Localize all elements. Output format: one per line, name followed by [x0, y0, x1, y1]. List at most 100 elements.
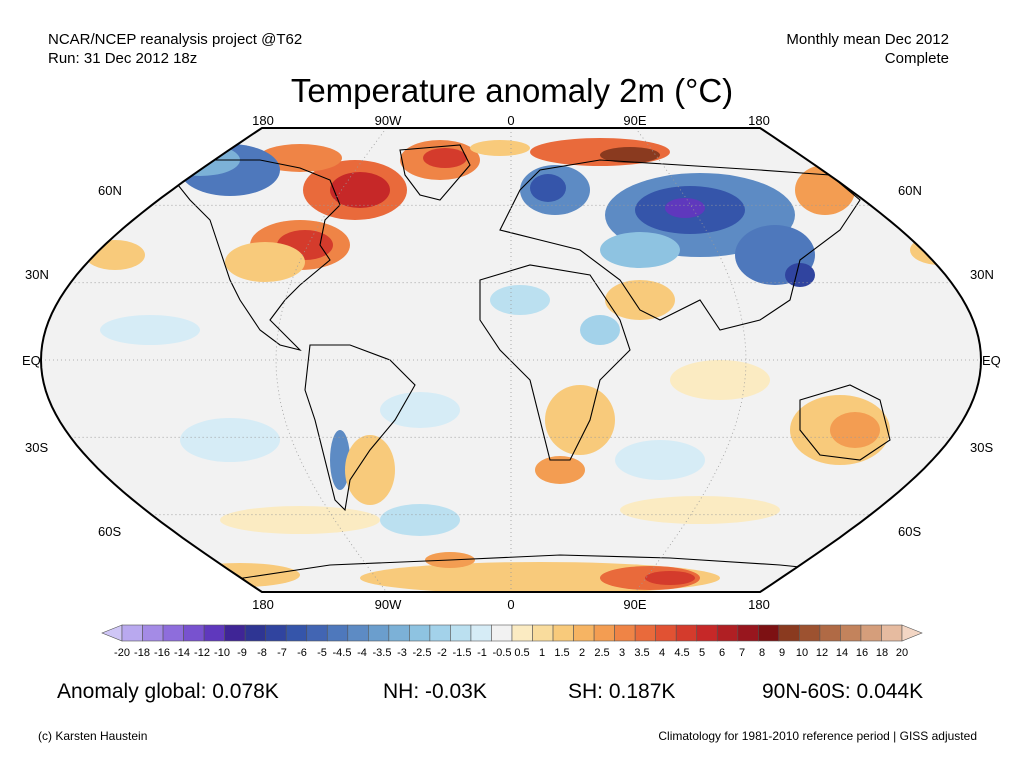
anomaly-patch — [423, 148, 467, 168]
colorbar-cell — [203, 624, 225, 642]
lon-label-bottom: 90E — [623, 597, 647, 612]
coastlines — [169, 144, 891, 581]
lat-label-left: 30N — [25, 267, 49, 282]
lon-label-top: 90W — [374, 113, 402, 128]
colorbar-tick-label: 5 — [699, 647, 705, 659]
colorbar-tick-label: -9 — [237, 647, 247, 659]
anomaly-patch — [330, 172, 390, 208]
colorbar-tick-label: 10 — [796, 647, 808, 659]
anomaly-patch — [380, 504, 460, 536]
lon-label-top: 180 — [748, 113, 770, 128]
lat-label-right: 60S — [898, 524, 922, 539]
colorbar-tick-label: -7 — [277, 647, 287, 659]
colorbar-cell — [285, 624, 308, 642]
colorbar-cell — [347, 624, 369, 642]
colorbar-cell — [840, 624, 862, 642]
colorbar-tick-label: -14 — [174, 647, 190, 659]
colorbar-cell — [778, 624, 800, 642]
anomaly-patch — [530, 174, 566, 202]
colorbar-tick-label: -4.5 — [333, 647, 352, 659]
anomaly-patch — [535, 456, 585, 484]
colorbar-cell — [675, 624, 698, 642]
colorbar-tick-label: -18 — [134, 647, 150, 659]
header-period: Monthly mean Dec 2012 Complete — [786, 30, 949, 68]
anomaly-patch — [330, 430, 350, 490]
colorbar-tick-label: 1.5 — [554, 647, 569, 659]
colorbar-tick-label: -2 — [437, 647, 447, 659]
anomaly-patch — [615, 440, 705, 480]
colorbar-tick-label: -1.5 — [453, 647, 472, 659]
anomaly-patch — [100, 315, 200, 345]
colorbar-cell — [183, 624, 205, 642]
header-source: NCAR/NCEP reanalysis project @T62 Run: 3… — [48, 30, 302, 68]
colorbar-tick-label: -5 — [317, 647, 327, 659]
colorbar-tick-label: -16 — [154, 647, 170, 659]
anomaly-patch — [380, 392, 460, 428]
lon-label-bottom: 180 — [748, 597, 770, 612]
anomaly-patch — [605, 280, 675, 320]
anomaly-patch — [665, 198, 705, 218]
map-title: Temperature anomaly 2m (°C) — [290, 72, 734, 109]
map-border — [39, 127, 983, 593]
lat-label-right: 30S — [970, 440, 994, 455]
colorbar-cell — [409, 624, 431, 642]
lat-label-right: EQ — [982, 353, 1001, 368]
copyright: (c) Karsten Haustein — [38, 729, 148, 743]
colorbar-cell — [532, 624, 554, 642]
colorbar-tick-label: -0.5 — [493, 647, 512, 659]
colorbar-cell — [162, 624, 184, 642]
colorbar-tick-label: -2.5 — [413, 647, 432, 659]
anomaly-patch — [470, 140, 530, 156]
anomaly-patch — [600, 147, 660, 163]
colorbar-cell — [450, 624, 472, 642]
colorbar-tick-label: 8 — [759, 647, 765, 659]
anomaly-patch — [180, 418, 280, 462]
colorbar-cell — [511, 624, 533, 642]
colorbar-cell — [593, 624, 615, 642]
colorbar-cell — [758, 624, 780, 642]
colorbar-tick-label: -12 — [194, 647, 210, 659]
colorbar-cell — [326, 624, 349, 642]
colorbar-cell — [819, 624, 841, 642]
colorbar-cell — [470, 624, 492, 642]
anomaly-patch — [580, 315, 620, 345]
status-line: Complete — [884, 50, 949, 67]
lat-label-left: 30S — [25, 440, 49, 455]
colorbar-tick-label: 3.5 — [634, 647, 649, 659]
colorbar-cell — [121, 624, 143, 642]
colorbar-cell — [429, 624, 451, 642]
period-line: Monthly mean Dec 2012 — [786, 31, 949, 48]
colorbar-tick-label: -4 — [357, 647, 367, 659]
colorbar-max-triangle — [901, 624, 923, 642]
lon-label-top: 0 — [507, 113, 515, 128]
colorbar-cell — [552, 624, 574, 642]
anomaly-patch — [225, 242, 305, 282]
colorbar-tick-label: 6 — [719, 647, 725, 659]
anomaly-patch — [220, 506, 380, 534]
graticule-meridian — [635, 128, 747, 592]
colorbar-tick-label: 2 — [579, 647, 585, 659]
colorbar-tick-label: 9 — [779, 647, 785, 659]
colorbar-cell — [655, 624, 677, 642]
graticule — [41, 128, 981, 592]
anomaly-patch — [620, 496, 780, 524]
colorbar-tick-label: 14 — [836, 647, 848, 659]
lat-label-left: 60N — [98, 183, 122, 198]
colorbar-cell — [224, 624, 246, 642]
anomaly-patch — [670, 360, 770, 400]
nh-anomaly: NH: -0.03K — [383, 680, 487, 703]
lat-label-right: 30N — [970, 267, 994, 282]
lon-label-bottom: 90W — [374, 597, 402, 612]
lon-label-bottom: 0 — [507, 597, 515, 612]
colorbar-tick-label: 3 — [619, 647, 625, 659]
anomaly-patch — [830, 412, 880, 448]
global-anomaly: Anomaly global: 0.078K — [57, 680, 279, 703]
lon-label-top: 180 — [252, 113, 274, 128]
colorbar-tick-label: 20 — [896, 647, 908, 659]
colorbar-cell — [799, 624, 821, 642]
colorbar-cell — [265, 624, 287, 642]
lon-label-bottom: 180 — [252, 597, 274, 612]
colorbar-cell — [368, 624, 390, 642]
colorbar-cell — [142, 624, 164, 642]
colorbar-tick-label: 7 — [739, 647, 745, 659]
